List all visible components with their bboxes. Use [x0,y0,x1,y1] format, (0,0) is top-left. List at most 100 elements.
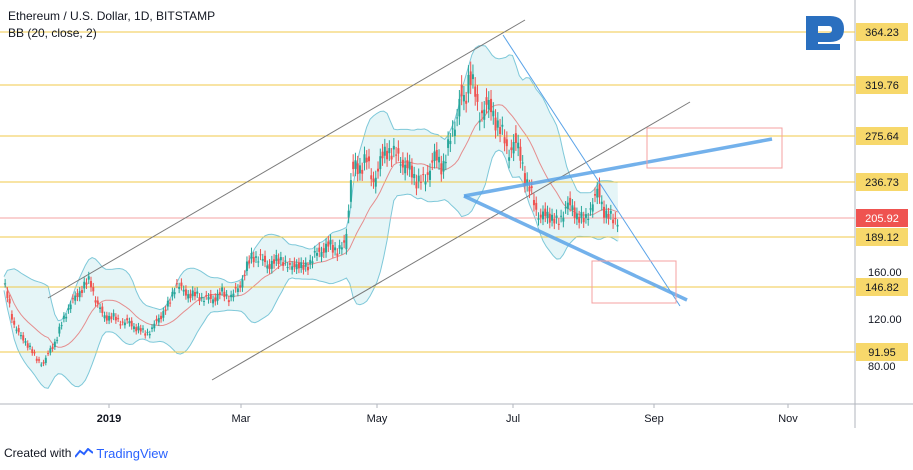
candle-body [338,245,341,249]
candle-body [591,204,594,212]
candle-body [499,127,502,134]
candle-body [230,294,233,298]
candle-body [542,211,545,220]
candle-body [105,315,108,321]
candle-body [69,304,72,310]
candle-body [151,327,154,329]
candle-body [347,210,350,218]
candle-body [207,297,210,300]
candle-body [397,148,400,154]
candle-body [282,262,285,266]
candle-body [218,292,221,296]
level-price-tag [856,343,908,361]
candle-body [51,346,54,349]
candle-body [114,316,117,321]
candle-body [108,315,111,321]
candle-body [144,333,147,336]
candle-body [119,324,122,326]
candle-body [496,120,499,128]
candle-body [503,137,506,144]
candle-body [327,241,330,247]
candle-body [392,145,395,150]
candle-body [363,154,366,163]
candle-body [83,281,86,289]
candle-body [512,142,515,154]
chart-header: Ethereum / U.S. Dollar, 1D, BITSTAMP BB … [8,8,215,42]
candle-body [187,294,190,299]
candle-body [334,247,337,251]
candle-body [286,267,289,269]
tradingview-link[interactable]: TradingView [75,446,168,461]
candle-body [293,262,296,268]
level-price-tag [856,76,908,94]
candle-body [340,247,343,250]
candle-body [245,261,248,271]
candle-body [401,159,404,168]
candle-body [78,291,81,298]
candle-body [546,211,549,218]
candle-body [424,181,427,185]
candle-body [252,256,255,263]
candle-body [128,321,131,324]
candle-body [241,279,244,288]
candle-body [483,109,486,120]
candle-body [517,142,520,149]
candle-body [259,254,262,256]
x-tick-label: May [367,413,388,425]
candle-body [243,274,246,276]
candle-body [90,281,93,288]
candle-body [148,333,151,336]
candle-body [200,297,203,299]
indicator-label[interactable]: BB (20, close, 2) [8,26,97,40]
candle-body [458,98,461,117]
candle-body [447,139,450,148]
candle-body [575,213,578,220]
candle-body [264,255,267,263]
candle-body [435,149,438,161]
candle-body [331,244,334,253]
candle-body [311,261,314,264]
candle-body [551,214,554,221]
candle-body [191,290,194,297]
candle-body [345,233,348,250]
candle-body [580,212,583,218]
candle-body [277,258,280,265]
candle-body [456,117,459,119]
candle-body [248,260,251,264]
candle-body [553,218,556,224]
level-price-tag-label: 189.12 [865,232,899,244]
candle-body [607,213,610,219]
candle-body [343,240,346,243]
bollinger-lower [3,149,618,389]
candle-body [453,129,456,137]
candle-body [528,186,531,192]
candle-body [13,320,16,325]
candle-body [419,181,422,183]
candle-body [99,307,102,309]
candle-body [94,300,97,303]
candle-body [429,170,432,180]
candle-body [85,282,88,285]
bollinger-upper [3,44,618,322]
candle-body [370,175,373,180]
level-price-tag [856,228,908,246]
candle-body [589,208,592,210]
candle-body [223,291,226,298]
level-price-tag-label: 364.23 [865,27,899,39]
candle-body [603,206,606,218]
candle-body [19,335,22,337]
candle-body [65,316,68,319]
candle-body [153,323,156,329]
candle-body [460,84,463,97]
candle-body [173,292,176,295]
level-price-tag [856,23,908,41]
candle-body [508,157,511,161]
x-tick-label: Nov [778,413,798,425]
candle-body [451,128,454,130]
candle-body [279,257,282,261]
candle-body [146,331,149,333]
candle-body [548,213,551,223]
candle-body [600,201,603,205]
